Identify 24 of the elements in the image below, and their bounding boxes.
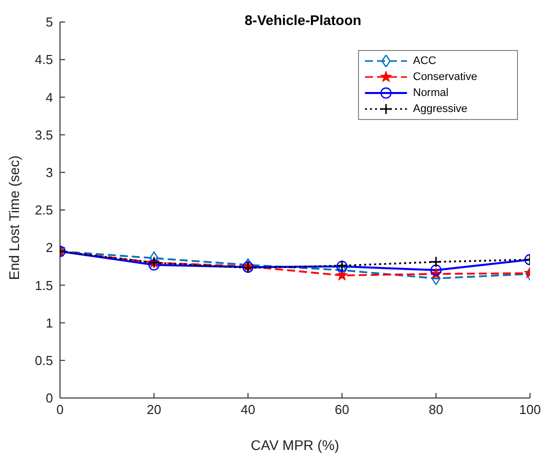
- y-tick-label: 5: [46, 14, 53, 30]
- x-tick-label: 0: [56, 402, 64, 418]
- x-axis-title: CAV MPR (%): [250, 436, 340, 453]
- y-tick-label: 0.5: [34, 353, 53, 368]
- legend-label: Normal: [413, 87, 448, 99]
- legend-label: Aggressive: [413, 103, 468, 115]
- y-tick-label: 0: [46, 390, 53, 406]
- x-tick-label: 100: [519, 402, 541, 418]
- y-tick-label: 4: [46, 90, 53, 105]
- y-tick-label: 4.5: [34, 52, 53, 68]
- y-tick-label: 3.5: [34, 127, 53, 142]
- y-tick-label: 2.5: [34, 202, 53, 218]
- x-tick-label: 40: [240, 402, 256, 418]
- y-axis-title: End Lost Time (sec): [6, 156, 22, 280]
- x-tick-label: 20: [146, 402, 162, 418]
- chart-title: 8-Vehicle-Platoon: [244, 12, 362, 28]
- legend-label: ACC: [413, 55, 436, 67]
- legend-label: Conservative: [413, 71, 478, 83]
- x-tick-label: 80: [428, 402, 444, 418]
- y-tick-label: 3: [46, 165, 53, 180]
- y-tick-label: 1: [46, 315, 53, 330]
- x-tick-label: 60: [334, 402, 350, 418]
- y-tick-label: 2: [46, 240, 53, 256]
- y-tick-label: 1.5: [34, 278, 53, 293]
